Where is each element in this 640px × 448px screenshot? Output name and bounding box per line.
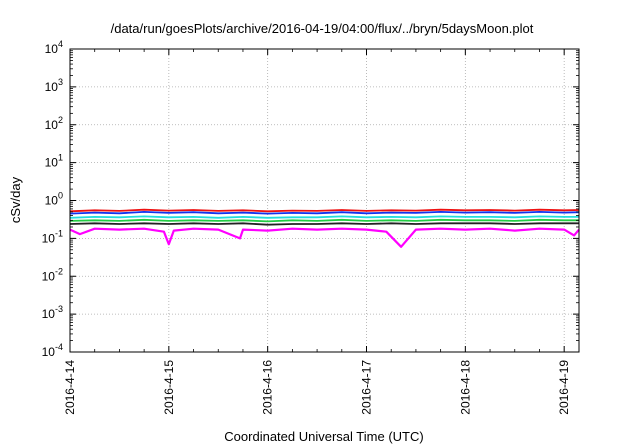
y-tick-label: 10-1 [42, 228, 63, 245]
series-line-3 [69, 215, 579, 219]
x-axis-label: Coordinated Universal Time (UTC) [224, 429, 423, 444]
y-axis: 10-4 10-3 10-2 10-1 100 101 102 103 104 [42, 39, 579, 359]
series-line-6 [69, 227, 580, 248]
series-line-5 [69, 222, 579, 226]
chart-title: /data/run/goesPlots/archive/2016-04-19/0… [111, 21, 534, 36]
series-line-1 [69, 208, 580, 213]
y-tick-label: 10-2 [42, 266, 63, 283]
y-tick-label: 10-4 [42, 342, 63, 359]
series-line-4 [69, 218, 579, 223]
y-tick-label: 102 [45, 115, 63, 132]
x-axis: 2016-4-14 2016-4-15 2016-4-16 2016-4-17 2016… [63, 49, 571, 415]
x-tick-label: 2016-4-17 [360, 360, 374, 415]
y-tick-label: 103 [45, 77, 63, 94]
x-tick-label: 2016-4-16 [261, 360, 275, 415]
y-tick-label: 10-3 [42, 304, 63, 321]
y-axis-label: cSv/day [8, 176, 23, 223]
x-tick-label: 2016-4-19 [557, 360, 571, 415]
series-line-2 [69, 210, 580, 215]
y-tick-label: 100 [45, 191, 63, 208]
y-tick-label: 104 [45, 39, 63, 56]
x-tick-label: 2016-4-14 [63, 360, 77, 415]
x-tick-label: 2016-4-18 [458, 360, 472, 415]
x-tick-label: 2016-4-15 [162, 360, 176, 415]
y-tick-label: 101 [45, 153, 63, 170]
grid [70, 49, 579, 352]
series-layer [69, 208, 580, 248]
